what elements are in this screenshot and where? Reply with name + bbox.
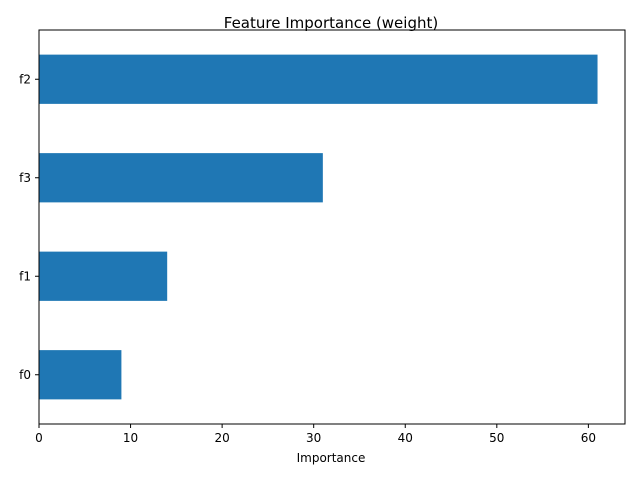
chart-title: Feature Importance (weight) (224, 14, 438, 32)
x-tick-label: 20 (214, 431, 229, 445)
y-tick-label: f0 (19, 368, 31, 382)
x-axis-ticks: 0 10 20 30 40 50 60 (35, 424, 596, 445)
x-axis-label: Importance (297, 451, 366, 465)
plot-frame (38, 29, 626, 425)
x-tick-label: 50 (489, 431, 504, 445)
x-tick-label: 60 (581, 431, 596, 445)
x-tick-label: 0 (35, 431, 43, 445)
bar-f3 (39, 153, 323, 203)
y-axis-ticks: f0 f1 f3 f2 (19, 72, 39, 382)
y-tick-label: f3 (19, 171, 31, 185)
bar-f1 (39, 251, 168, 301)
x-tick-label: 30 (306, 431, 321, 445)
bar-f0 (39, 350, 122, 400)
x-tick-label: 40 (398, 431, 413, 445)
bar-f2 (39, 54, 598, 104)
y-tick-label: f1 (19, 269, 31, 283)
y-tick-label: f2 (19, 72, 31, 86)
x-tick-label: 10 (123, 431, 138, 445)
bars-group (39, 54, 598, 400)
